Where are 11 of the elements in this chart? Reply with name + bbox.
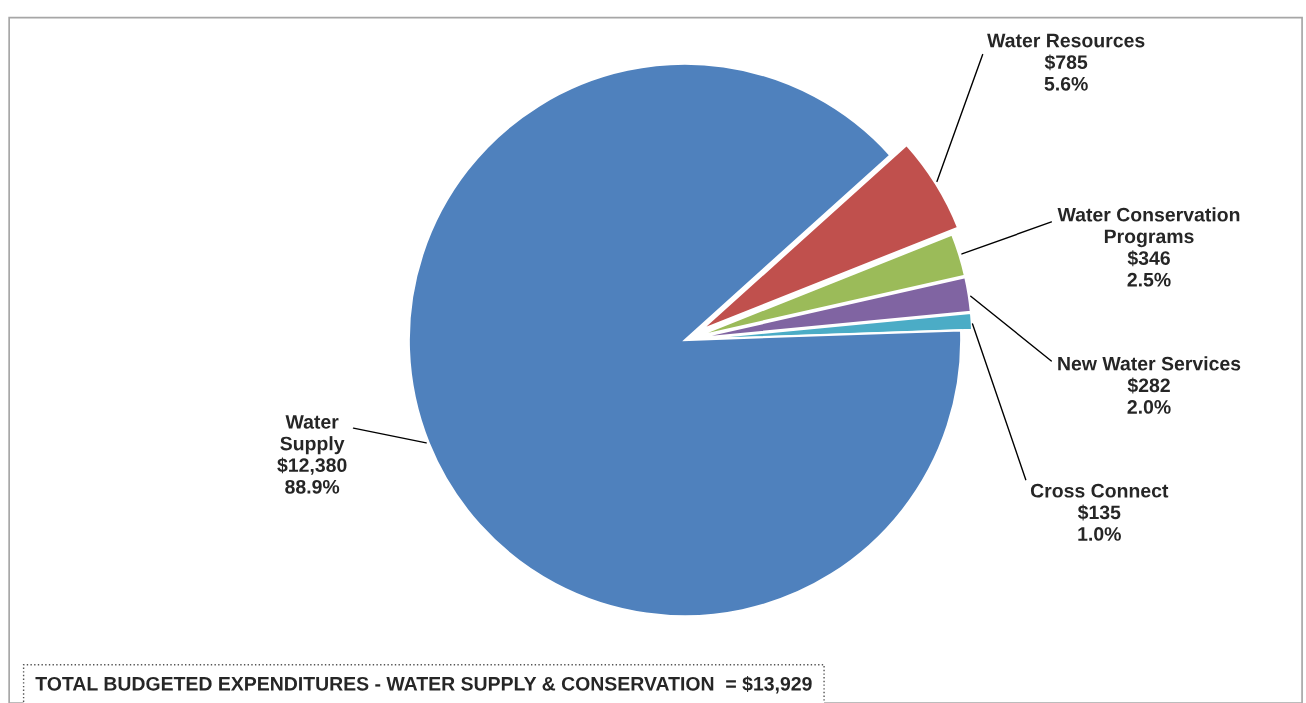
- slice-label: New Water Services: [1058, 356, 1241, 371]
- data-label: $135 1.0%: [1077, 504, 1121, 541]
- slice-label: Cross Connect: [1030, 483, 1169, 498]
- slice-label: Water Conservation Programs: [1057, 207, 1240, 248]
- slice-label: Water Supply: [280, 415, 345, 455]
- text: TOTAL BUDGETED EXPENDITURES - WATER SUPPLY & CONSERVATION = $13,929: [35, 676, 812, 694]
- data-label: $785 5.6%: [1044, 54, 1088, 91]
- data-label: $346 2.5%: [1127, 250, 1171, 287]
- data-label: $12,380 88.9%: [277, 457, 347, 494]
- slice-label: Water Resources: [987, 33, 1145, 48]
- data-label: $282 2.0%: [1127, 377, 1171, 414]
